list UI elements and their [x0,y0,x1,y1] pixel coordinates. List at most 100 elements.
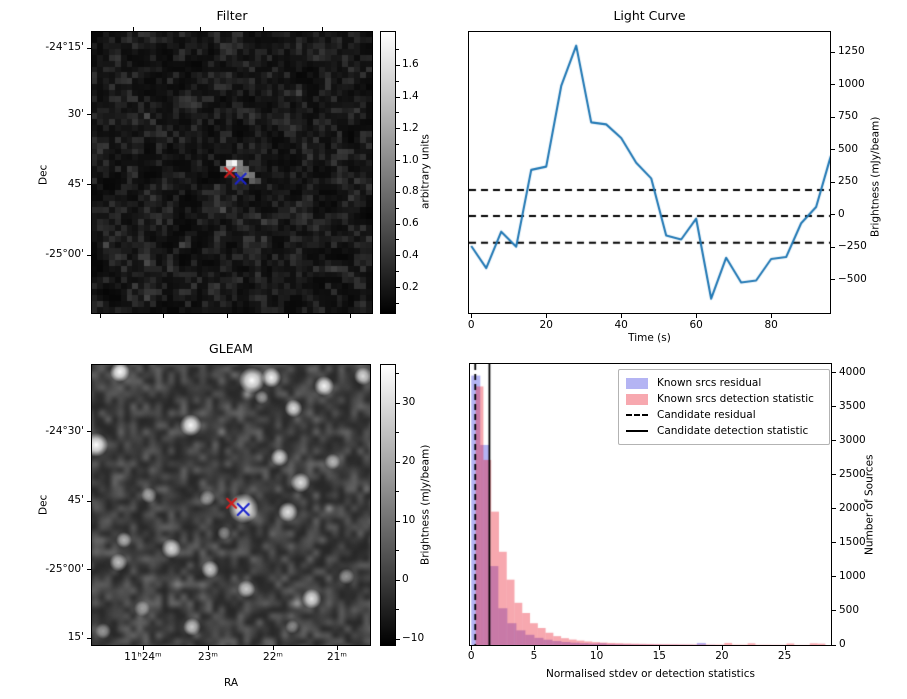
filter-image [91,31,373,314]
tick-label: -24°15' [45,41,84,54]
tick-label: -24°30' [45,424,84,437]
tick-mark [288,314,289,318]
tick-label: 500 [839,603,860,616]
tick-mark [831,84,835,86]
tick-label: 80 [764,319,778,331]
tick-mark [396,271,399,273]
tick-mark [659,646,661,650]
legend-entry: Candidate detection statistic [626,423,822,439]
tick-mark [336,646,338,650]
legend-label: Candidate detection statistic [657,425,809,437]
tick-label: 20 [402,455,416,468]
tick-label: −500 [838,272,867,285]
tick-label: 0.6 [402,217,419,230]
tick-label: 20 [715,650,729,662]
tick-mark [832,440,836,442]
tick-label: −10 [402,632,425,645]
tick-mark [396,239,399,241]
tick-label: 0 [467,319,475,331]
tick-mark [831,279,835,281]
tick-label: 30' [67,107,84,120]
tick-mark [396,491,399,493]
tick-label: 1.6 [402,58,419,71]
tick-label: 750 [838,110,859,123]
tick-mark [396,144,399,146]
tick-mark [832,542,836,544]
tick-mark [771,314,773,318]
tick-mark [396,461,400,463]
tick-label: 1.0 [402,153,419,166]
tick-mark [396,80,399,82]
filter-title: Filter [216,8,248,23]
legend-entry: Known srcs residual [626,375,822,391]
lightcurve-plot [468,31,831,314]
tick-mark [832,508,836,510]
tick-label: 15' [67,631,84,643]
tick-mark [100,314,102,318]
tick-label: 45' [67,177,84,190]
tick-mark [396,255,400,257]
tick-mark [533,646,535,650]
hist-legend: Known srcs residual Known srcs detection … [618,369,830,445]
tick-label: 0 [467,650,475,662]
tick-mark [831,116,835,118]
tick-mark [142,646,144,650]
tick-label: 250 [838,175,859,188]
legend-label: Known srcs detection statistic [657,393,814,405]
tick-mark [784,646,786,650]
tick-mark [396,207,399,209]
tick-label: 20 [539,319,553,331]
tick-label: 0.2 [402,280,419,293]
tick-label: 25 [777,650,792,662]
tick-mark [207,646,209,650]
tick-mark [396,128,400,130]
tick-mark [831,214,835,216]
tick-label: 0 [402,573,409,586]
tick-mark [396,432,399,434]
lightcurve-xlabel: Time (s) [628,332,671,344]
tick-mark [721,646,723,650]
tick-mark [396,302,399,304]
tick-mark [396,48,399,50]
tick-label: 15 [652,650,666,662]
tick-mark [832,474,836,476]
tick-mark [396,112,399,114]
tick-mark [832,576,836,578]
tick-mark [832,406,836,408]
tick-mark [831,246,835,248]
tick-label: 1000 [838,77,865,90]
tick-mark [831,51,835,53]
pink-patch-icon [626,393,648,405]
gleam-title: GLEAM [209,341,253,356]
gleam-ylabel: Dec [37,494,50,516]
solid-line-icon [626,430,648,432]
filter-ylabel: Dec [37,164,50,186]
hist-ylabel: Number of Sources [863,454,876,556]
tick-label: 45' [67,494,84,507]
lightcurve-title: Light Curve [613,8,686,23]
tick-label: 22ᵐ [263,651,283,663]
gleam-image [91,364,371,646]
tick-mark [396,402,400,404]
tick-mark [546,314,548,318]
tick-mark [832,644,836,646]
legend-entry: Known srcs detection statistic [626,391,822,407]
tick-mark [471,646,473,650]
tick-mark [396,191,400,193]
tick-label: 60 [689,319,703,331]
tick-mark [396,96,400,98]
gleam-xlabel: RA [223,677,239,689]
tick-label: 5 [530,650,538,662]
tick-label: -25°00' [45,562,84,575]
tick-mark [831,181,835,183]
tick-mark [396,175,399,177]
tick-mark [832,610,836,612]
tick-mark [396,160,400,162]
tick-mark [396,520,400,522]
tick-mark [396,64,400,66]
tick-mark [471,314,473,318]
tick-label: 10 [589,650,604,662]
tick-label: 0 [839,638,846,650]
blue-patch-icon [626,377,648,389]
